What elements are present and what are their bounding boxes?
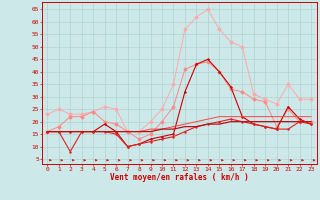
X-axis label: Vent moyen/en rafales ( km/h ): Vent moyen/en rafales ( km/h ) [110, 173, 249, 182]
